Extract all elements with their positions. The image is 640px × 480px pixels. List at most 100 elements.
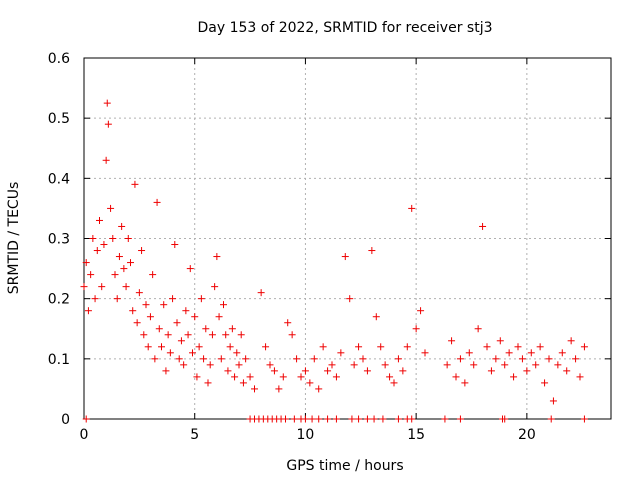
data-point <box>370 415 378 423</box>
data-point <box>239 379 247 387</box>
data-point <box>113 295 121 303</box>
data-point <box>175 355 183 363</box>
data-point <box>180 361 188 369</box>
data-point <box>217 355 225 363</box>
data-point <box>162 367 170 375</box>
data-point <box>417 307 425 315</box>
data-point <box>87 271 95 279</box>
data-point <box>306 379 314 387</box>
data-point <box>284 319 292 327</box>
y-tick-label: 0.3 <box>48 232 70 248</box>
data-point <box>158 343 165 351</box>
data-point <box>545 355 553 363</box>
data-point <box>186 265 194 273</box>
data-point <box>91 295 99 303</box>
data-point <box>200 355 208 363</box>
data-point <box>127 259 134 267</box>
data-point <box>231 373 239 381</box>
data-point <box>270 367 278 375</box>
data-point <box>363 415 371 423</box>
y-axis-label: SRMTID / TECUs <box>6 182 22 295</box>
data-point <box>448 337 456 345</box>
data-points <box>80 99 588 423</box>
data-point <box>332 415 340 423</box>
data-point <box>149 271 157 279</box>
data-point <box>328 361 336 369</box>
data-point <box>235 361 243 369</box>
data-point <box>262 343 270 351</box>
y-axis: 0 0.1 0.2 0.3 0.4 0.5 0.6 <box>48 51 611 428</box>
plot-frame <box>83 57 612 420</box>
data-point <box>501 415 509 423</box>
data-point <box>251 385 258 393</box>
data-point <box>479 222 487 230</box>
data-point <box>308 415 316 423</box>
data-point <box>541 379 549 387</box>
x-axis: 0 5 10 15 20 <box>80 58 536 443</box>
data-point <box>510 373 518 381</box>
data-point <box>350 361 358 369</box>
y-tick-label: 0.4 <box>48 171 70 187</box>
chart-title: Day 153 of 2022, SRMTID for receiver stj… <box>198 20 493 36</box>
data-point <box>399 367 407 375</box>
data-point <box>100 241 108 249</box>
data-point <box>368 247 376 255</box>
data-point <box>228 325 236 333</box>
data-point <box>242 355 250 363</box>
data-point <box>527 349 535 357</box>
data-point <box>359 355 367 363</box>
data-point <box>412 325 420 333</box>
data-point <box>474 325 482 333</box>
data-point <box>124 235 132 242</box>
data-point <box>355 343 363 351</box>
data-point <box>580 415 588 423</box>
data-point <box>394 355 402 363</box>
data-point <box>572 355 580 363</box>
data-point <box>153 198 161 206</box>
data-point <box>532 361 540 369</box>
data-point <box>381 361 389 369</box>
data-point <box>195 343 203 351</box>
data-point <box>514 343 522 351</box>
data-point <box>554 361 562 369</box>
data-point <box>144 343 152 351</box>
data-point <box>297 373 305 381</box>
data-point <box>456 415 464 423</box>
data-point <box>184 331 192 339</box>
data-point <box>452 373 460 381</box>
data-point <box>421 349 429 357</box>
x-tick-label: 5 <box>190 427 199 443</box>
data-point <box>82 415 90 423</box>
data-point <box>107 204 115 212</box>
data-point <box>372 313 380 321</box>
data-point <box>310 355 318 363</box>
data-point <box>549 397 557 405</box>
data-point <box>394 415 402 423</box>
data-point <box>82 259 90 267</box>
data-point <box>275 385 283 393</box>
data-point <box>501 361 509 369</box>
data-point <box>80 283 88 291</box>
data-point <box>120 265 128 273</box>
data-point <box>98 283 106 291</box>
data-point <box>193 373 201 381</box>
data-point <box>386 373 394 381</box>
data-point <box>177 337 185 345</box>
data-point <box>363 367 371 375</box>
data-point <box>109 235 117 242</box>
data-point <box>224 367 232 375</box>
data-point <box>558 349 566 357</box>
data-point <box>465 349 473 357</box>
data-point <box>155 325 163 333</box>
x-tick-label: 0 <box>80 427 89 443</box>
data-point <box>220 301 227 309</box>
data-point <box>390 379 398 387</box>
data-point <box>189 349 196 357</box>
data-point <box>279 373 287 381</box>
data-point <box>233 349 241 357</box>
data-point <box>567 337 575 345</box>
data-point <box>160 301 168 309</box>
data-point <box>257 289 265 297</box>
data-point <box>523 367 531 375</box>
data-point <box>355 415 363 423</box>
